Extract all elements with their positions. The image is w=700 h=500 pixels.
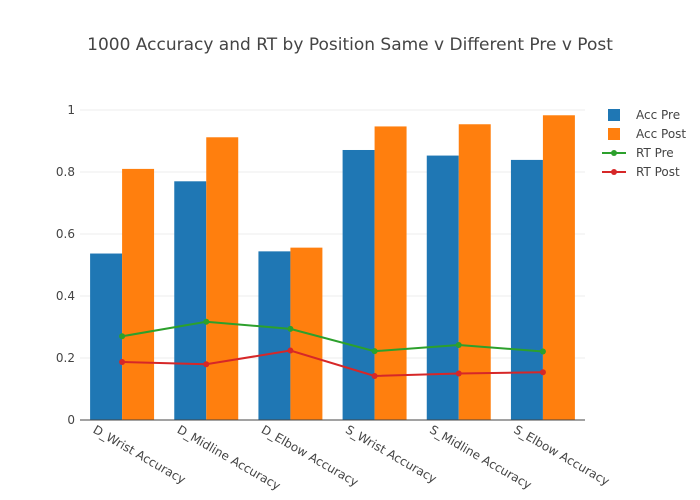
legend-label: Acc Pre — [636, 108, 680, 122]
legend-swatch — [608, 109, 620, 121]
y-tick-label: 0 — [67, 413, 75, 427]
legend-swatch — [608, 128, 620, 140]
y-tick-label: 0.6 — [56, 227, 75, 241]
bar — [542, 115, 575, 421]
chart-title: 1000 Accuracy and RT by Position Same v … — [87, 35, 613, 55]
legend-label: RT Pre — [636, 146, 674, 160]
bar — [342, 149, 375, 421]
legend-item[interactable]: RT Post — [602, 165, 680, 179]
legend-label: Acc Post — [636, 127, 686, 141]
bar — [426, 155, 459, 420]
legend[interactable]: Acc Pre Acc Post RT Pre RT Post — [602, 108, 686, 179]
data-point — [203, 318, 210, 325]
data-point — [371, 372, 378, 379]
bar — [206, 137, 239, 420]
data-point — [287, 347, 294, 354]
data-point — [539, 369, 546, 376]
data-point — [119, 333, 126, 340]
legend-item[interactable]: RT Pre — [602, 146, 674, 160]
y-tick-label: 0.2 — [56, 351, 75, 365]
y-tick-label: 1 — [67, 103, 75, 117]
bar — [258, 251, 291, 420]
lines — [119, 318, 546, 379]
data-point — [119, 359, 126, 366]
series-line — [121, 320, 543, 353]
series-line — [122, 349, 543, 377]
bar — [510, 159, 543, 420]
bar — [174, 181, 207, 420]
x-tick-label: D_Wrist Accuracy — [91, 422, 188, 486]
bar — [122, 168, 155, 420]
y-axis: 0 0.2 0.4 0.6 0.8 1 — [56, 103, 585, 427]
data-point — [539, 348, 546, 355]
y-tick-label: 0.4 — [56, 289, 75, 303]
bar — [374, 126, 407, 421]
legend-item[interactable]: Acc Post — [608, 127, 686, 141]
bar — [458, 124, 491, 420]
gridlines — [80, 109, 585, 359]
data-point — [371, 348, 378, 355]
bar — [90, 253, 123, 420]
legend-label: RT Post — [636, 165, 680, 179]
bars — [90, 115, 575, 421]
legend-marker — [611, 169, 617, 175]
data-point — [203, 361, 210, 368]
data-point — [455, 370, 462, 377]
y-tick-label: 0.8 — [56, 165, 75, 179]
legend-marker — [611, 150, 617, 156]
data-point — [455, 341, 462, 348]
data-point — [287, 325, 294, 332]
legend-item[interactable]: Acc Pre — [608, 108, 680, 122]
